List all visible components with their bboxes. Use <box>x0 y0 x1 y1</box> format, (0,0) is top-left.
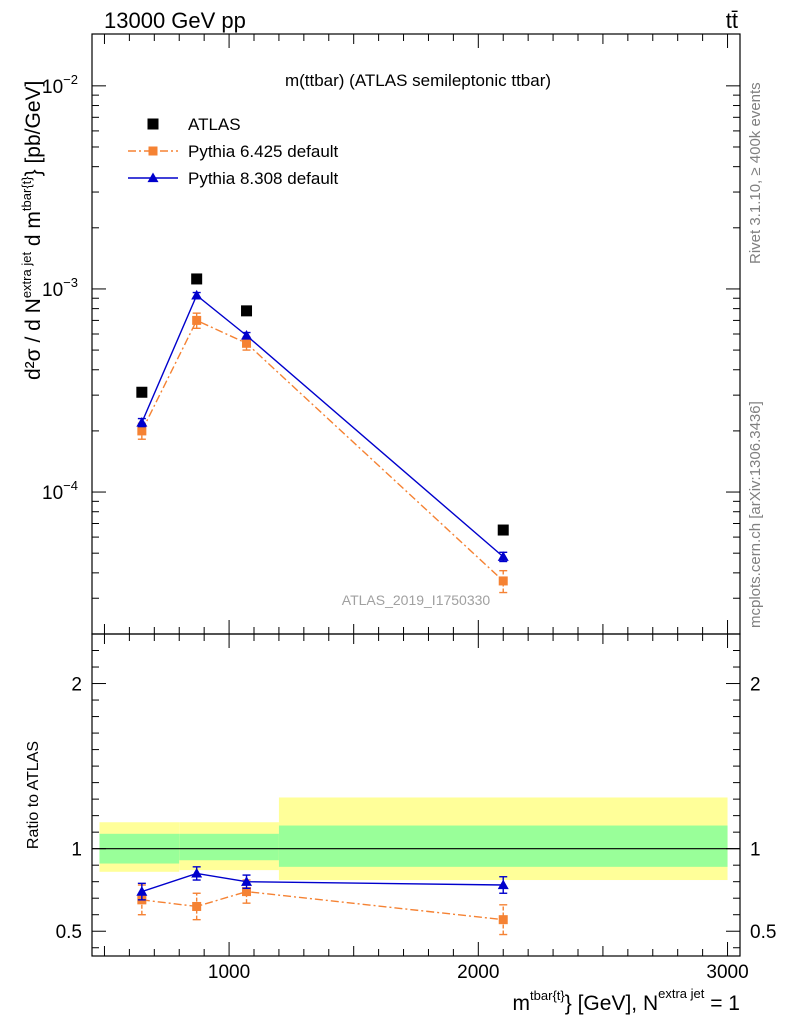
data-point <box>137 426 147 436</box>
mcplots-label: mcplots.cern.ch [arXiv:1306.3436] <box>747 401 764 628</box>
data-point <box>191 289 203 300</box>
x-axis-label: mtbar{t}} [GeV], Nextra jet = 1 <box>513 986 740 1015</box>
series-line <box>141 872 504 893</box>
data-point <box>136 416 148 427</box>
ratio-y-tick-label: 2 <box>71 675 82 696</box>
y-tick-label: 10−2 <box>42 72 78 98</box>
data-point <box>242 338 252 348</box>
data-point <box>136 886 148 896</box>
analysis-watermark: ATLAS_2019_I1750330 <box>342 592 491 608</box>
plot-title: m(ttbar) (ATLAS semileptonic ttbar) <box>285 71 551 90</box>
ratio-y-tick-label-right: 1 <box>750 840 761 861</box>
ratio-y-tick-label: 1 <box>71 840 82 861</box>
data-point <box>192 901 202 911</box>
header-right: tt̄ <box>726 8 738 33</box>
header-left: 13000 GeV pp <box>104 8 246 33</box>
data-point <box>136 386 148 398</box>
legend-marker <box>148 146 158 156</box>
data-point <box>241 329 253 340</box>
series-line <box>141 319 504 582</box>
main-plot: m(ttbar) (ATLAS semileptonic ttbar) ATLA… <box>19 33 741 635</box>
rivet-label: Rivet 3.1.10, ≥ 400k events <box>747 82 764 264</box>
legend: ATLAS Pythia 6.425 default Pythia 8.308 de… <box>128 115 339 188</box>
legend-label: ATLAS <box>188 115 241 134</box>
legend-label: Pythia 8.308 default <box>188 169 339 188</box>
data-point <box>498 576 508 586</box>
data-point <box>242 887 252 897</box>
uncertainty-band-inner <box>278 825 728 867</box>
data-point <box>497 551 509 561</box>
ratio-plot: 0.5 0.5 1 1 2 2 1000 2000 3000 Ratio to ATLAS mt… <box>25 633 776 1015</box>
series-line <box>141 294 504 558</box>
legend-marker <box>147 172 159 183</box>
ratio-plot-frame <box>91 633 741 957</box>
ratio-y-tick-label: 0.5 <box>56 922 82 943</box>
data-point <box>191 867 203 878</box>
data-point <box>497 524 509 536</box>
data-point <box>191 273 203 285</box>
legend-marker <box>147 118 159 130</box>
x-tick-label: 1000 <box>208 962 250 983</box>
ratio-y-tick-label-right: 0.5 <box>750 922 776 943</box>
ratio-y-tick-label-right: 2 <box>750 675 761 696</box>
legend-label: Pythia 6.425 default <box>188 142 339 161</box>
x-tick-label: 2000 <box>457 962 499 983</box>
data-point <box>497 879 509 890</box>
data-point <box>241 305 253 317</box>
uncertainty-band-inner <box>179 833 279 861</box>
main-y-label: d²σ / d Nextra jet d mtbar{t}} [pb/GeV] <box>19 81 45 380</box>
data-point <box>192 315 202 325</box>
y-tick-label: 10−4 <box>42 478 78 504</box>
data-point <box>498 915 508 925</box>
x-tick-label: 3000 <box>706 962 748 983</box>
y-tick-label: 10−3 <box>42 275 78 301</box>
series-line <box>141 890 504 921</box>
data-point <box>241 876 253 886</box>
ratio-y-label: Ratio to ATLAS <box>25 741 42 849</box>
